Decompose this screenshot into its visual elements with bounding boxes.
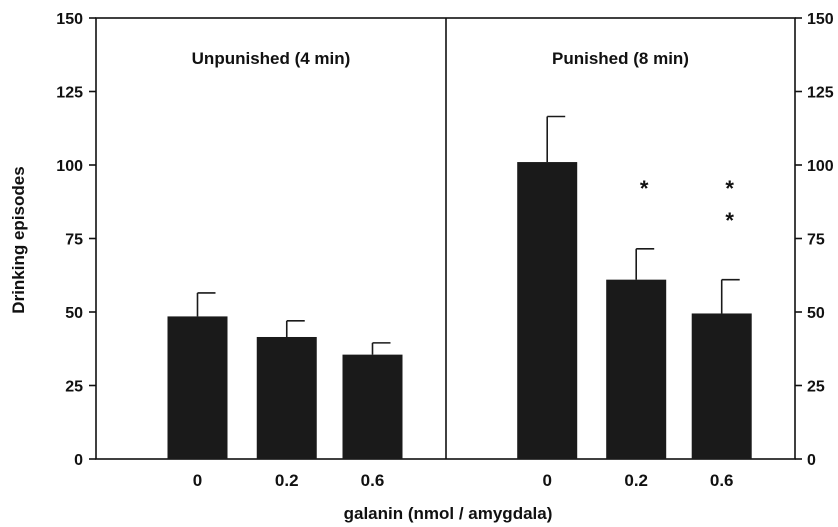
bars bbox=[167, 115, 752, 459]
left-y-tick-label: 150 bbox=[56, 11, 83, 28]
x-axis-label: galanin (nmol / amygdala) bbox=[344, 504, 553, 523]
left-y-tick-label: 75 bbox=[65, 232, 83, 249]
bar bbox=[606, 279, 667, 459]
y-axis-label: Drinking episodes bbox=[9, 166, 28, 313]
left-y-tick-label: 125 bbox=[56, 85, 83, 102]
right-y-tick-label: 125 bbox=[807, 85, 834, 102]
bar bbox=[342, 354, 403, 459]
bar bbox=[691, 313, 752, 459]
x-tick-label: 0.2 bbox=[624, 471, 648, 490]
x-tick-label: 0 bbox=[193, 471, 202, 490]
right-y-tick-label: 100 bbox=[807, 158, 834, 175]
right-y-tick-label: 50 bbox=[807, 305, 825, 322]
left-y-tick-label: 50 bbox=[65, 305, 83, 322]
left-y-axis-ticks: 0 25 50 75 100 125 150 bbox=[56, 11, 96, 469]
left-y-tick-label: 100 bbox=[56, 158, 83, 175]
right-y-axis-ticks: 0 25 50 75 100 125 150 bbox=[795, 11, 834, 469]
right-y-tick-label: 75 bbox=[807, 232, 825, 249]
panel-title: Punished (8 min) bbox=[552, 49, 689, 68]
left-y-tick-label: 25 bbox=[65, 379, 83, 396]
x-tick-label: 0 bbox=[542, 471, 551, 490]
left-y-tick-label: 0 bbox=[74, 452, 83, 469]
bar bbox=[517, 162, 578, 459]
panel-title: Unpunished (4 min) bbox=[192, 49, 351, 68]
labels: Unpunished (4 min) 0 0.2 0.6 Punished (8 min… bbox=[192, 49, 735, 490]
bar bbox=[167, 316, 228, 459]
x-tick-label: 0.2 bbox=[275, 471, 299, 490]
right-y-tick-label: 150 bbox=[807, 11, 834, 28]
significance-marker: * bbox=[725, 208, 734, 233]
x-tick-label: 0.6 bbox=[361, 471, 385, 490]
bar bbox=[256, 336, 317, 459]
right-y-tick-label: 25 bbox=[807, 379, 825, 396]
significance-marker: * bbox=[725, 176, 734, 201]
x-tick-label: 0.6 bbox=[710, 471, 734, 490]
right-y-tick-label: 0 bbox=[807, 452, 816, 469]
significance-marker: * bbox=[640, 176, 649, 201]
